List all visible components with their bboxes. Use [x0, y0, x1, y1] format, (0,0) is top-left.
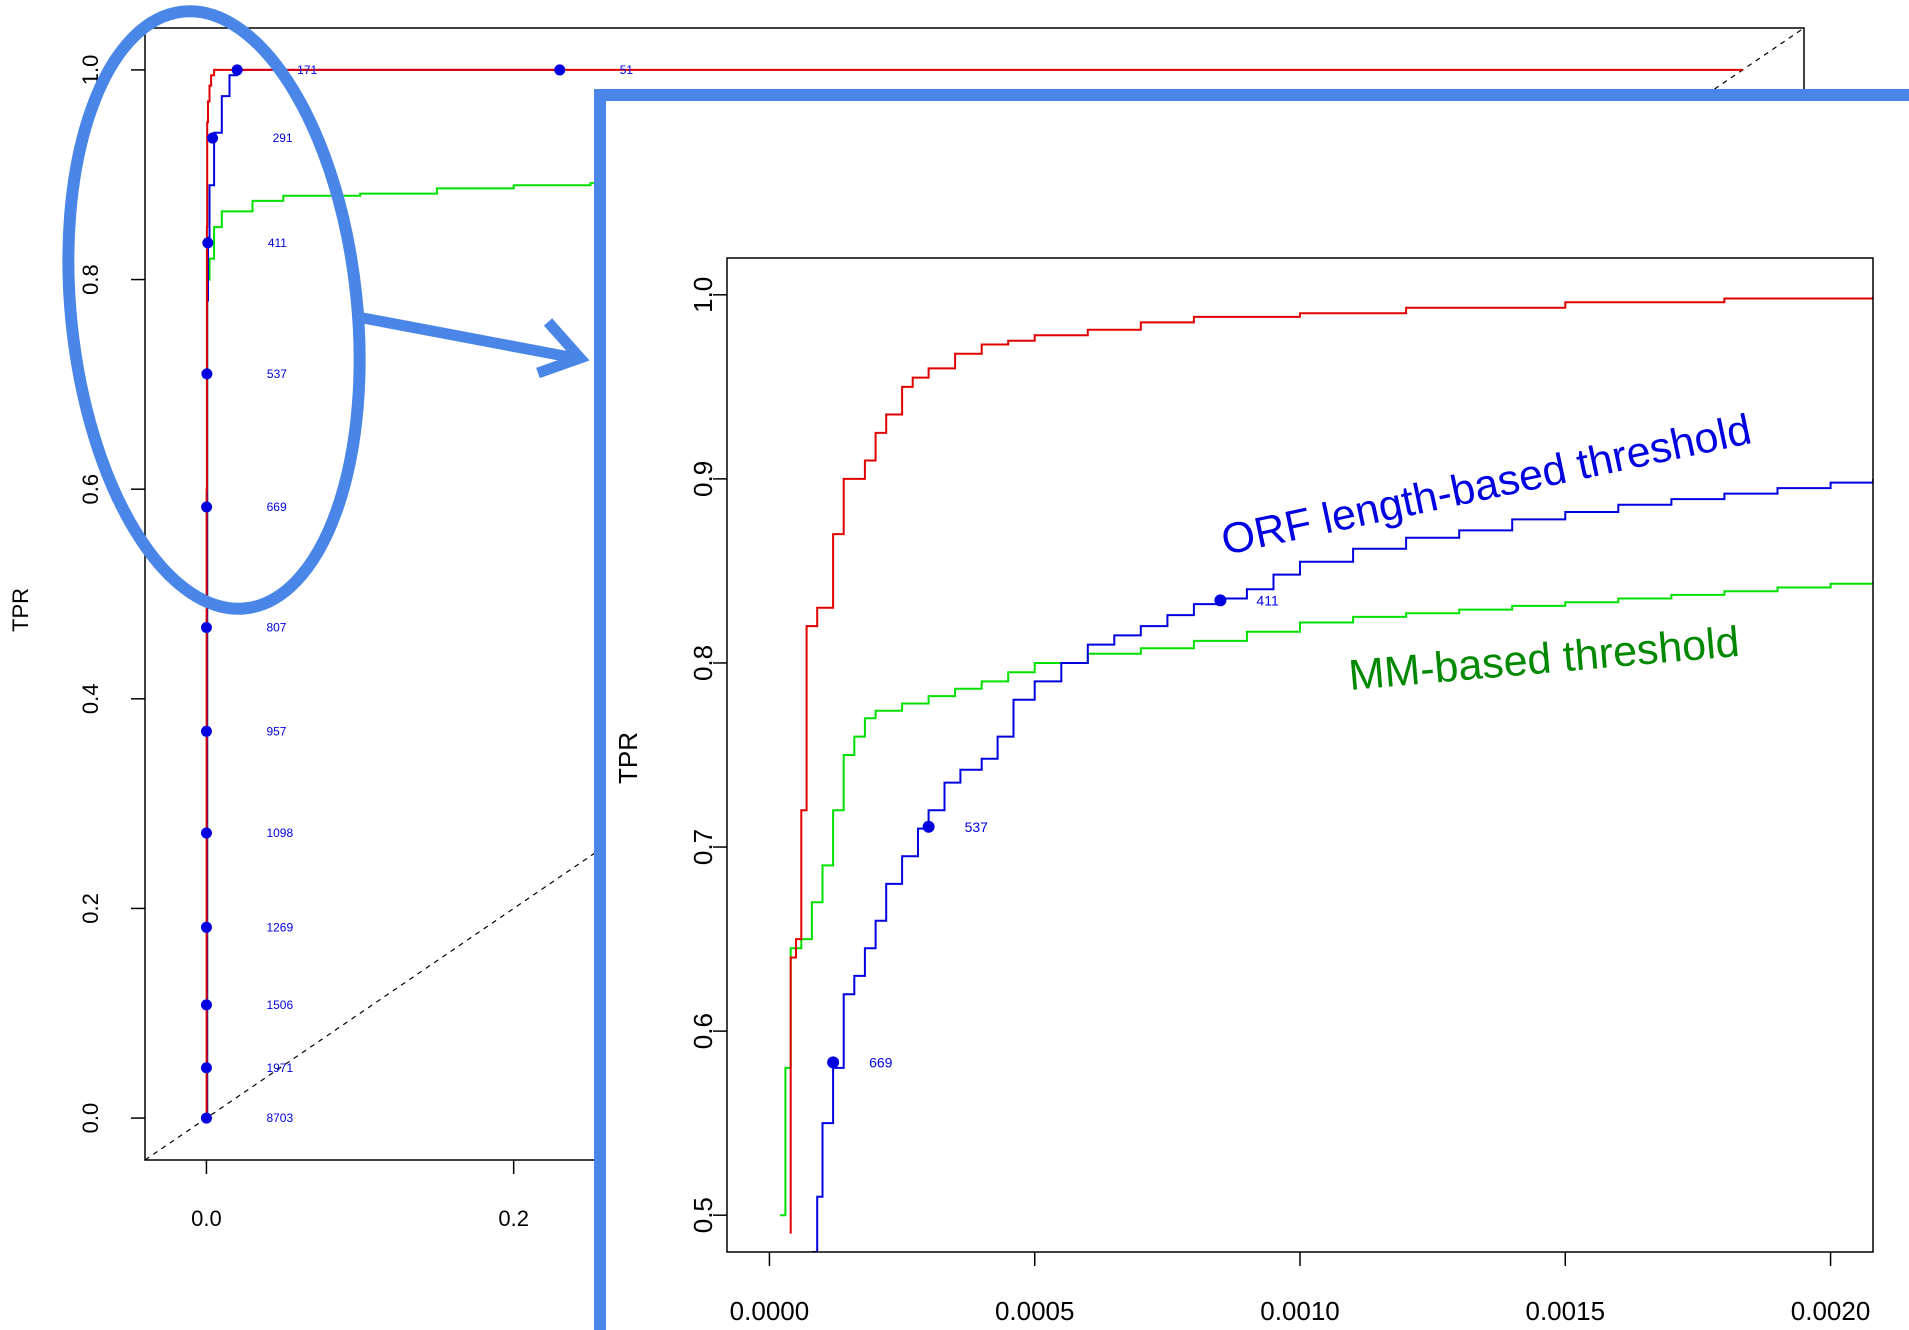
- main-y-axis-label: TPR: [8, 588, 33, 632]
- main-threshold-point: [201, 368, 213, 380]
- main-threshold-label: 537: [267, 367, 287, 381]
- inset-y-tick-label: 0.8: [688, 645, 718, 681]
- inset-y-axis-label: TPR: [613, 732, 643, 784]
- main-threshold-label: 1971: [266, 1061, 293, 1075]
- main-threshold-label: 171: [297, 63, 317, 77]
- inset-series-line-0: [789, 296, 1873, 1234]
- inset-threshold-label: 537: [965, 819, 989, 835]
- main-threshold-label: 957: [266, 724, 286, 738]
- main-threshold-points: 51 171 291 411 537 669 807 957 1098 1269 1506 1971 8…: [200, 63, 634, 1125]
- main-threshold-point: [207, 132, 219, 144]
- inset-y-tick-label: 1.0: [688, 277, 718, 313]
- inset-threshold-point: [1214, 594, 1227, 607]
- inset-series-line-1: [811, 478, 1873, 1252]
- inset-x-tick-label: 0.0005: [995, 1296, 1075, 1326]
- inset-axes: 0.0000 0.0005 0.0010 0.0015 0.0020 0.5 0.6 0.7 0…: [688, 257, 1874, 1326]
- main-threshold-point: [200, 827, 212, 839]
- inset-y-tick-label: 0.7: [688, 829, 718, 865]
- main-threshold-label: 807: [266, 621, 286, 635]
- main-threshold-point: [202, 237, 214, 249]
- main-threshold-point: [200, 921, 212, 933]
- inset-threshold-point: [922, 820, 935, 833]
- main-x-tick-label: 0.2: [498, 1206, 529, 1231]
- main-threshold-label: 291: [273, 131, 293, 145]
- main-roc-plot: 51 171 291 411 537 669 807 957 1098 1269 1506 1971 8…: [8, 27, 1805, 1231]
- inset-x-tick-label: 0.0020: [1791, 1296, 1871, 1326]
- zoom-arrow-icon: [361, 312, 590, 379]
- main-threshold-label: 411: [268, 236, 287, 250]
- inset-roc-plot: 411 537 669 0.0000 0.0005 0.0010 0.0015 0.0020…: [594, 89, 1909, 1330]
- main-series-line-1: [206, 68, 560, 1120]
- main-y-tick-label: 0.2: [78, 893, 103, 924]
- main-threshold-label: 1269: [266, 920, 293, 934]
- main-threshold-point: [200, 999, 212, 1011]
- main-threshold-label: 51: [620, 63, 634, 77]
- inset-y-tick-label: 0.5: [688, 1197, 718, 1233]
- inset-panel: [600, 92, 1909, 1330]
- inset-series: [780, 296, 1873, 1252]
- main-series-line-0: [205, 68, 1743, 1120]
- inset-x-tick-label: 0.0010: [1260, 1296, 1340, 1326]
- main-threshold-point: [554, 64, 566, 76]
- main-y-tick-label: 0.6: [78, 474, 103, 505]
- main-y-tick-label: 0.4: [78, 684, 103, 715]
- main-threshold-point: [200, 1112, 212, 1124]
- main-y-tick-label: 0.0: [78, 1103, 103, 1134]
- inset-series-line-2: [780, 582, 1873, 1217]
- main-threshold-point: [201, 501, 213, 513]
- inset-threshold-points: 411 537 669: [827, 592, 1279, 1070]
- main-threshold-point: [200, 1062, 212, 1074]
- main-threshold-label: 8703: [266, 1111, 293, 1125]
- inset-threshold-label: 411: [1256, 592, 1279, 608]
- main-threshold-label: 1098: [266, 826, 293, 840]
- inset-threshold-label: 669: [869, 1054, 893, 1070]
- main-threshold-label: 1506: [266, 998, 293, 1012]
- inset-x-tick-label: 0.0015: [1526, 1296, 1606, 1326]
- highlight-ellipse: [62, 5, 366, 615]
- inset-y-tick-label: 0.6: [688, 1013, 718, 1049]
- main-threshold-point: [231, 64, 243, 76]
- main-threshold-label: 669: [267, 500, 287, 514]
- main-series-line-2: [206, 182, 669, 1120]
- inset-threshold-point: [827, 1056, 840, 1069]
- main-x-tick-label: 0.0: [191, 1206, 222, 1231]
- main-threshold-point: [200, 622, 212, 634]
- main-threshold-point: [200, 725, 212, 737]
- main-y-tick-label: 0.8: [78, 264, 103, 295]
- inset-x-tick-label: 0.0000: [730, 1296, 810, 1326]
- inset-y-tick-label: 0.9: [688, 461, 718, 497]
